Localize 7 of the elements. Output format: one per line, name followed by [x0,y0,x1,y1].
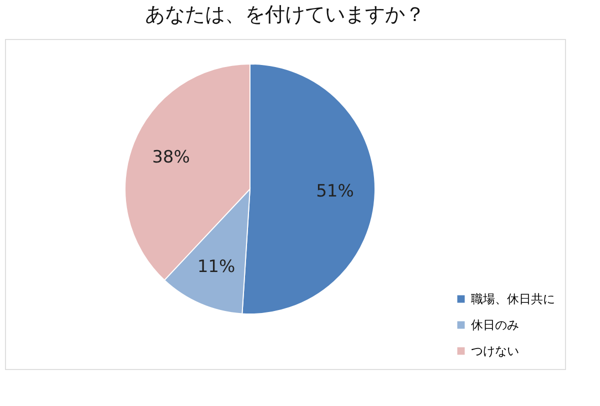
legend-label: つけない [471,344,519,358]
data-label: 51% [316,182,354,202]
legend-label: 職場、休日共に [471,292,555,306]
data-label: 11% [197,257,236,278]
legend-label: 休日のみ [471,318,519,332]
data-label: 38% [152,148,190,168]
chart-title: あなたは、を付けていますか？ [145,2,425,26]
